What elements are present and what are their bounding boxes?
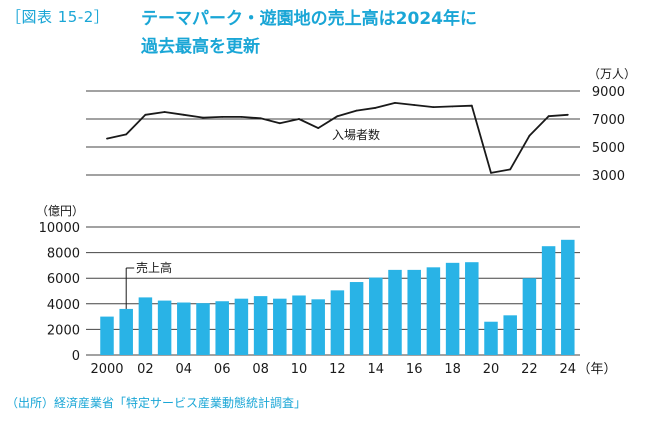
visitors-y-tick-label: 9000	[592, 85, 625, 100]
visitors-y-tick-label: 7000	[592, 113, 625, 128]
visitors-point	[509, 168, 512, 171]
visitors-point	[547, 115, 550, 118]
x-tick-label: 24	[560, 362, 577, 377]
visitors-point	[317, 127, 320, 129]
visitors-series-label: 入場者数	[332, 127, 380, 142]
visitors-point	[490, 172, 492, 174]
x-tick-label: 08	[252, 362, 269, 377]
sales-bar	[273, 298, 287, 355]
sales-x-axis: 2000 02 04 06 08 10 12 14 16 18 20 22 24	[90, 362, 576, 377]
x-tick-label: 18	[444, 362, 461, 377]
visitors-point	[221, 116, 224, 118]
sales-bar	[253, 296, 268, 355]
visitors-y-tick-label: 5000	[592, 141, 625, 156]
sales-unit-label: （億円）	[36, 204, 84, 218]
x-tick-label: 10	[291, 362, 308, 377]
visitors-point	[298, 118, 300, 120]
sales-y-tick-label: 8000	[47, 247, 80, 262]
visitors-point	[374, 106, 377, 109]
sales-bar	[349, 282, 364, 355]
sales-y-tick-label: 0	[72, 349, 80, 364]
visitors-point	[182, 113, 185, 116]
visitors-point	[413, 104, 416, 106]
visitors-point	[240, 116, 243, 118]
visitors-point	[144, 113, 147, 116]
sales-bar	[215, 301, 229, 355]
sales-bar-chart: 0 2000 4000 6000 8000 10000 （億円） 2000 02 04 06 08…	[36, 204, 617, 377]
visitors-point	[470, 104, 473, 107]
x-axis-unit-label: （年）	[577, 362, 616, 377]
visitors-line-chart: 3000 5000 7000 9000 （万人） 入場者数	[86, 67, 636, 184]
sales-annotation: 売上高	[125, 260, 172, 309]
sales-bar	[407, 269, 421, 355]
visitors-y-tick-label: 3000	[592, 169, 625, 184]
visitors-point	[528, 134, 531, 137]
x-tick-label: 2000	[90, 362, 123, 377]
visitors-point	[278, 122, 281, 125]
sales-bar	[177, 302, 191, 355]
x-tick-label: 16	[406, 362, 423, 377]
sales-y-axis: 0 2000 4000 6000 8000 10000	[39, 221, 80, 364]
visitors-point	[163, 111, 166, 113]
figure-number: ［図表 15-2］	[6, 8, 110, 26]
sales-bar	[465, 262, 479, 355]
sales-y-tick-label: 2000	[47, 323, 80, 338]
sales-y-tick-label: 4000	[47, 298, 80, 313]
visitors-point	[106, 137, 108, 140]
sales-bar	[388, 269, 402, 355]
sales-bar	[369, 277, 383, 355]
sales-bar	[445, 262, 460, 355]
visitors-y-axis: 3000 5000 7000 9000	[592, 85, 625, 184]
visitors-point	[432, 106, 435, 108]
chart-title-line1: テーマパーク・遊園地の売上高は2024年に	[141, 9, 477, 29]
source-note: （出所）経済産業省「特定サービス産業動態統計調査」	[6, 396, 307, 410]
x-tick-label: 12	[329, 362, 346, 377]
x-tick-label: 04	[176, 362, 193, 377]
sales-bar	[484, 321, 498, 355]
sales-y-tick-label: 6000	[47, 272, 80, 287]
x-tick-label: 06	[214, 362, 231, 377]
sales-bar	[311, 299, 325, 355]
x-tick-label: 20	[483, 362, 500, 377]
visitors-point	[259, 117, 262, 120]
chart-title-line2: 過去最高を更新	[141, 37, 260, 57]
visitors-unit-label: （万人）	[588, 67, 636, 81]
visitors-point	[336, 115, 339, 118]
sales-bar	[100, 316, 114, 355]
x-tick-label: 22	[521, 362, 538, 377]
sales-bar	[119, 308, 133, 355]
x-tick-label: 02	[137, 362, 154, 377]
sales-y-tick-label: 10000	[39, 221, 80, 236]
sales-bar	[196, 303, 210, 355]
visitors-point	[394, 102, 396, 104]
sales-bar	[138, 297, 153, 355]
sales-bar	[522, 278, 537, 355]
sales-bar	[541, 246, 556, 355]
sales-bar	[157, 300, 172, 355]
visitors-point	[125, 133, 128, 136]
sales-bar	[330, 290, 345, 355]
visitors-point	[451, 105, 454, 108]
sales-bar	[561, 239, 575, 355]
sales-bar	[426, 267, 441, 355]
sales-bar	[292, 295, 306, 355]
sales-bar	[234, 298, 249, 355]
x-tick-label: 14	[368, 362, 385, 377]
visitors-point	[202, 116, 204, 119]
visitors-point	[566, 113, 569, 116]
sales-series-label: 売上高	[136, 260, 172, 275]
sales-bar	[503, 315, 517, 355]
visitors-point	[355, 109, 358, 112]
visitors-gridlines	[86, 90, 580, 176]
